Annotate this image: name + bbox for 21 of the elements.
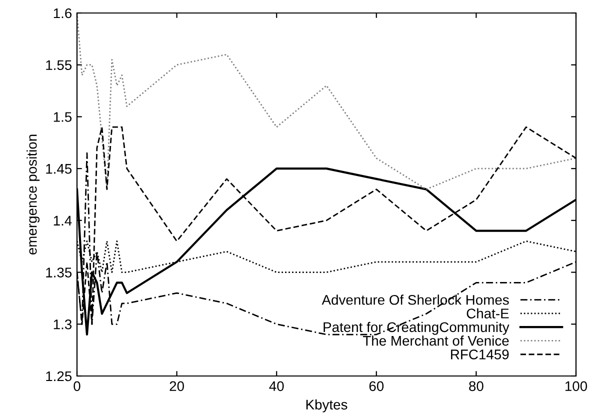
x-tick-label: 80 xyxy=(469,381,484,392)
legend-label: The Merchant of Venice xyxy=(362,336,509,346)
y-tick-label: 1.35 xyxy=(46,268,72,278)
x-tick-label: 20 xyxy=(170,381,184,392)
legend-label: Patent for CreatingCommunity xyxy=(324,322,510,335)
x-tick-label: 0 xyxy=(74,381,80,392)
x-tick-label: 100 xyxy=(565,381,588,392)
y-tick-label: 1.25 xyxy=(46,371,72,382)
y-tick-label: 1.55 xyxy=(46,60,72,70)
y-tick-label: 1.6 xyxy=(54,8,72,18)
x-tick-label: 60 xyxy=(369,381,384,392)
y-tick-label: 1.4 xyxy=(54,216,72,226)
legend-label: RFC1459 xyxy=(451,350,509,360)
y-tick-label: 1.3 xyxy=(54,319,72,330)
legend-label: Adventure Of Sherlock Homes xyxy=(322,294,509,305)
legend-label: Chat-E xyxy=(466,308,509,318)
y-tick-label: 1.45 xyxy=(46,164,72,174)
x-tick-label: 40 xyxy=(269,381,284,392)
x-axis-title: Kbytes xyxy=(306,399,348,412)
y-axis-title: emergence position xyxy=(26,134,40,255)
y-tick-label: 1.5 xyxy=(54,112,72,122)
